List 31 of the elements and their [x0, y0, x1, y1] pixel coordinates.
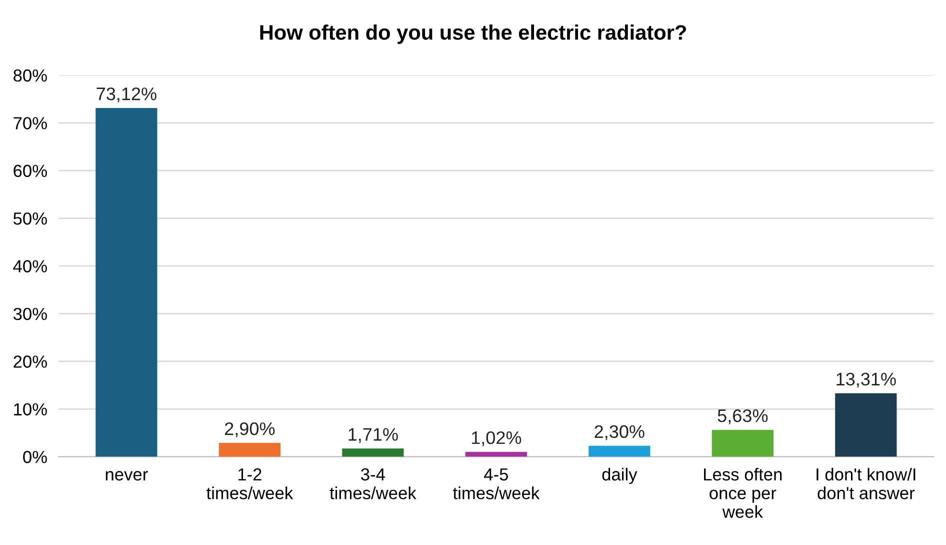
x-tick-label: 1-2 times/week [206, 468, 294, 500]
y-tick-label: 80% [14, 69, 47, 82]
y-tick-label: 70% [14, 117, 47, 130]
x-tick-label: daily [602, 468, 638, 484]
bar [712, 430, 774, 457]
data-label: 5,63% [718, 409, 768, 424]
data-label: 2,30% [594, 425, 644, 440]
data-label: 13,31% [836, 372, 896, 388]
y-tick-label: 60% [14, 164, 47, 178]
x-tick-label: never [106, 471, 148, 481]
bar [588, 446, 650, 457]
bar [465, 452, 527, 457]
y-tick-label: 10% [14, 403, 47, 416]
y-tick-label: 0% [23, 450, 47, 464]
x-tick-label: I don't know/I don't answer [816, 468, 916, 500]
x-tick-label: 4-5 times/week [453, 468, 540, 500]
x-tick-label: 3-4 times/week [330, 468, 416, 500]
y-tick-label: 30% [13, 308, 47, 320]
data-label: 1,02% [472, 431, 522, 446]
chart-title: How often do you use the electric radiator? [260, 24, 686, 44]
bar [218, 442, 280, 457]
data-label: 2,90% [224, 422, 275, 438]
y-tick-label: 20% [14, 356, 47, 368]
data-label: 1,71% [348, 428, 398, 443]
data-label: 73,12% [96, 88, 156, 102]
bar [96, 108, 158, 457]
bar [835, 393, 897, 457]
x-tick-label: Less often once per week [704, 468, 782, 518]
y-tick-label: 50% [13, 212, 47, 225]
bar [342, 448, 404, 457]
y-tick-label: 40% [13, 260, 47, 272]
